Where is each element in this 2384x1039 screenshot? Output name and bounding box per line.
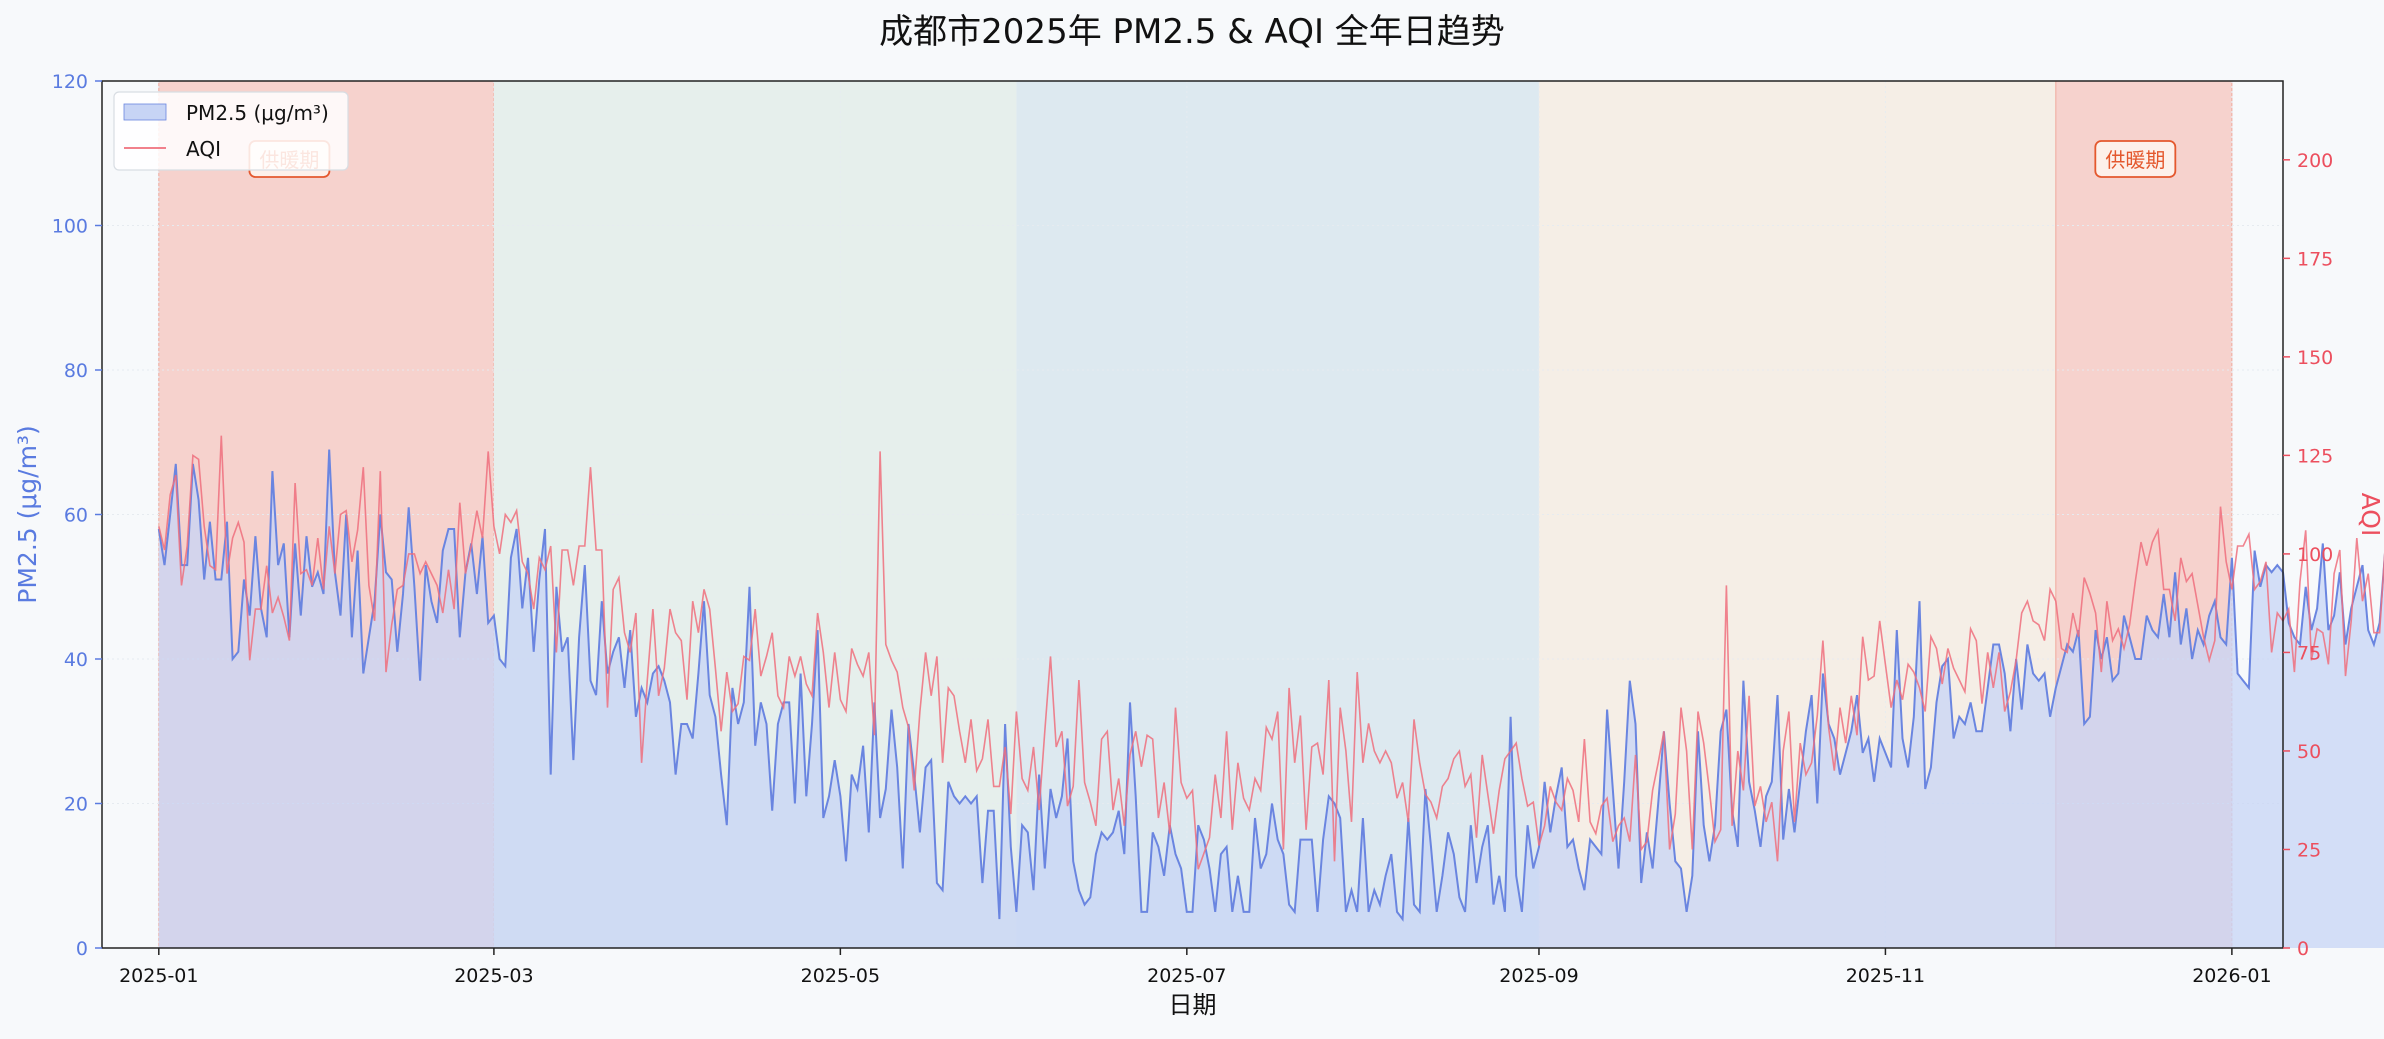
y-axis-label-right: AQI — [2356, 493, 2384, 537]
right-tick-label: 25 — [2297, 839, 2321, 861]
left-tick-label: 40 — [64, 649, 88, 671]
x-tick-label: 2026-01 — [2192, 965, 2271, 987]
x-tick-label: 2025-11 — [1846, 965, 1925, 987]
left-tick-label: 80 — [64, 360, 88, 382]
left-tick-label: 100 — [52, 216, 88, 238]
x-tick-label: 2025-07 — [1147, 965, 1226, 987]
aqi-line — [158, 435, 2384, 870]
x-tick-label: 2025-03 — [454, 965, 533, 987]
legend-label-pm25: PM2.5 (μg/m³) — [186, 101, 329, 125]
legend-box — [113, 91, 349, 171]
y-axis-label-left: PM2.5 (μg/m³) — [13, 425, 42, 603]
chart-title: 成都市2025年 PM2.5 & AQI 全年日趋势 — [879, 12, 1505, 52]
right-tick-label: 150 — [2297, 347, 2333, 369]
pm25-area — [158, 449, 2384, 948]
left-tick-label: 0 — [76, 938, 88, 960]
legend: PM2.5 (μg/m³) AQI — [113, 91, 349, 171]
heating-annotation: 供暖期 — [2094, 140, 2177, 178]
right-tick-label: 75 — [2297, 642, 2321, 664]
annotation-box — [2094, 140, 2177, 178]
right-tick-label: 100 — [2297, 544, 2333, 566]
right-tick-label: 200 — [2297, 150, 2333, 172]
x-tick-label: 2025-01 — [119, 965, 198, 987]
annotation-label: 供暖期 — [2105, 148, 2165, 172]
x-axis-label: 日期 — [1169, 991, 1217, 1019]
pm25-line — [157, 449, 2384, 922]
x-tick-label: 2025-05 — [801, 965, 880, 987]
left-tick-label: 60 — [64, 505, 88, 527]
legend-label-aqi: AQI — [186, 137, 221, 161]
left-tick-label: 20 — [64, 794, 88, 816]
x-tick-label: 2025-09 — [1499, 965, 1578, 987]
legend-swatch-pm25 — [123, 103, 167, 121]
right-tick-label: 125 — [2297, 445, 2333, 467]
right-tick-label: 175 — [2297, 248, 2333, 270]
right-tick-label: 0 — [2297, 938, 2309, 960]
left-tick-label: 120 — [52, 71, 88, 93]
right-tick-label: 50 — [2297, 741, 2321, 763]
